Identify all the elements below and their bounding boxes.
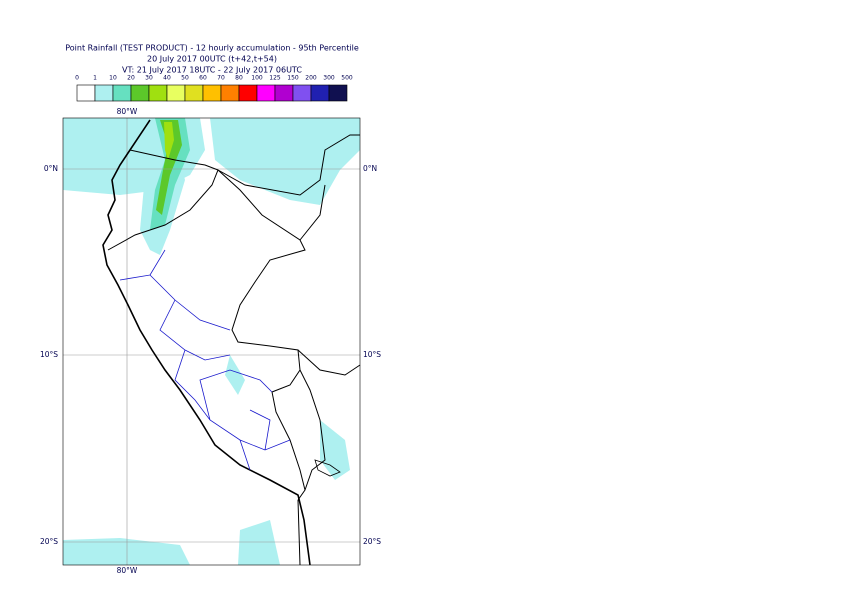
title-line: Point Rainfall (TEST PRODUCT) - 12 hourl…: [65, 44, 359, 53]
lat-label: 0°N: [363, 164, 377, 173]
rain-area: [63, 538, 190, 565]
legend-label: 200: [305, 75, 317, 82]
legend-swatch: [220, 84, 240, 102]
legend-swatch: [292, 84, 312, 102]
graticule: [63, 118, 360, 565]
lat-label: 20°S: [363, 537, 381, 546]
map-labels: 80°W 80°W 0°N 0°N 10°S 10°S 20°S 20°S: [40, 107, 381, 575]
legend-label: 500: [341, 75, 353, 82]
border: [129, 134, 361, 566]
rain-area: [210, 118, 360, 205]
legend-swatch: [112, 84, 132, 102]
rain-area: [164, 122, 174, 160]
lat-label: 20°S: [40, 537, 58, 546]
lat-label: 10°S: [363, 350, 381, 359]
legend-swatch: [274, 84, 294, 102]
legend-label: 300: [323, 75, 335, 82]
title-line: VT: 21 July 2017 18UTC - 22 July 2017 06…: [122, 66, 302, 75]
rain-area: [225, 355, 245, 395]
legend-swatch: [94, 84, 114, 102]
lon-label: 80°W: [117, 566, 138, 575]
lon-label: 80°W: [117, 107, 138, 116]
title-line: 20 July 2017 00UTC (t+42,t+54): [147, 55, 277, 64]
map: 80°W 80°W 0°N 0°N 10°S 10°S 20°S 20°S: [40, 107, 381, 575]
titles: Point Rainfall (TEST PRODUCT) - 12 hourl…: [65, 44, 359, 75]
rain-area: [238, 520, 280, 565]
legend-swatch: [184, 84, 204, 102]
region-border: [119, 249, 291, 471]
lat-label: 10°S: [40, 350, 58, 359]
legend-label: 1: [93, 75, 97, 82]
rain-area: [156, 120, 182, 215]
legend-label: 20: [127, 75, 135, 82]
legend-label: 50: [181, 75, 189, 82]
lat-label: 0°N: [44, 164, 58, 173]
legend-label: 30: [145, 75, 153, 82]
rain-area: [320, 420, 350, 480]
legend-label: 0: [75, 75, 79, 82]
legend-label: 80: [235, 75, 243, 82]
legend-label: 125: [269, 75, 281, 82]
legend-swatch: [130, 84, 150, 102]
legend-label: 60: [199, 75, 207, 82]
legend-swatch: [256, 84, 276, 102]
legend-swatch: [166, 84, 186, 102]
coastline: [102, 119, 311, 566]
legend-swatch: [328, 84, 348, 102]
legend-label: 70: [217, 75, 225, 82]
legend: 0 1 10 20 30 40 50 60 70 80 100 125 150 200 300 500: [75, 75, 353, 102]
legend-swatch: [238, 84, 258, 102]
legend-label: 40: [163, 75, 171, 82]
legend-swatch: [310, 84, 330, 102]
legend-swatch: [76, 84, 96, 102]
legend-swatch: [202, 84, 222, 102]
legend-label: 150: [287, 75, 299, 82]
legend-swatch: [148, 84, 168, 102]
legend-label: 100: [251, 75, 263, 82]
map-frame: [62, 117, 361, 566]
lake: [314, 459, 341, 477]
border: [107, 169, 306, 501]
legend-label: 10: [109, 75, 117, 82]
